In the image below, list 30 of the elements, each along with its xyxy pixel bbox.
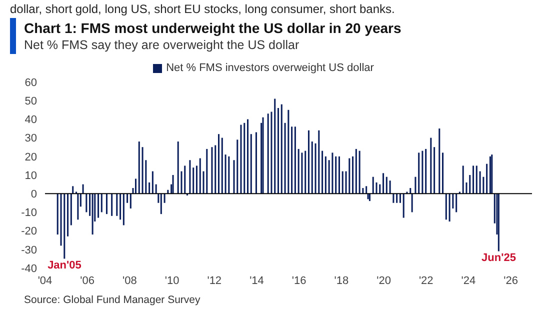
source-note: Source: Global Fund Manager Survey bbox=[24, 294, 200, 306]
x-tick-label: '26 bbox=[504, 274, 518, 287]
x-tick-label: '04 bbox=[38, 274, 52, 287]
y-tick-label: 20 bbox=[24, 151, 37, 164]
y-tick-label: -40 bbox=[21, 262, 37, 275]
legend-label: Net % FMS investors overweight US dollar bbox=[166, 62, 374, 74]
y-tick-label: -20 bbox=[21, 226, 37, 238]
annotation: Jun'25 bbox=[482, 252, 516, 264]
chart-title: Chart 1: FMS most underweight the US dollar in 20 years bbox=[24, 20, 402, 36]
text: dollar, short gold, long US, short EU stocks, long consumer, short banks. bbox=[10, 2, 395, 16]
x-tick-label: '14 bbox=[250, 274, 264, 287]
x-tick-label: '22 bbox=[418, 274, 434, 287]
y-tick-label: -30 bbox=[21, 244, 37, 256]
x-tick-label: '18 bbox=[334, 274, 349, 287]
chart-subtitle: Net % FMS say they are overweight the US dollar bbox=[24, 38, 300, 52]
x-tick-label: '12 bbox=[207, 274, 222, 287]
x-tick-label: '08 bbox=[122, 274, 137, 287]
y-tick-label: 50 bbox=[24, 96, 37, 108]
x-tick-label: '24 bbox=[461, 274, 476, 287]
x-tick-label: '06 bbox=[80, 274, 95, 287]
annotation: Jan'05 bbox=[48, 260, 82, 272]
y-tick-label: 60 bbox=[24, 76, 37, 89]
y-tick-label: 30 bbox=[24, 132, 37, 145]
y-tick-label: 10 bbox=[24, 170, 37, 182]
x-tick-label: '10 bbox=[164, 274, 180, 287]
y-tick-label: 0 bbox=[30, 188, 37, 201]
x-tick-label: '16 bbox=[292, 274, 306, 287]
y-tick-label: 40 bbox=[24, 114, 37, 126]
y-tick-label: -10 bbox=[21, 207, 37, 220]
x-tick-label: '20 bbox=[376, 274, 391, 287]
